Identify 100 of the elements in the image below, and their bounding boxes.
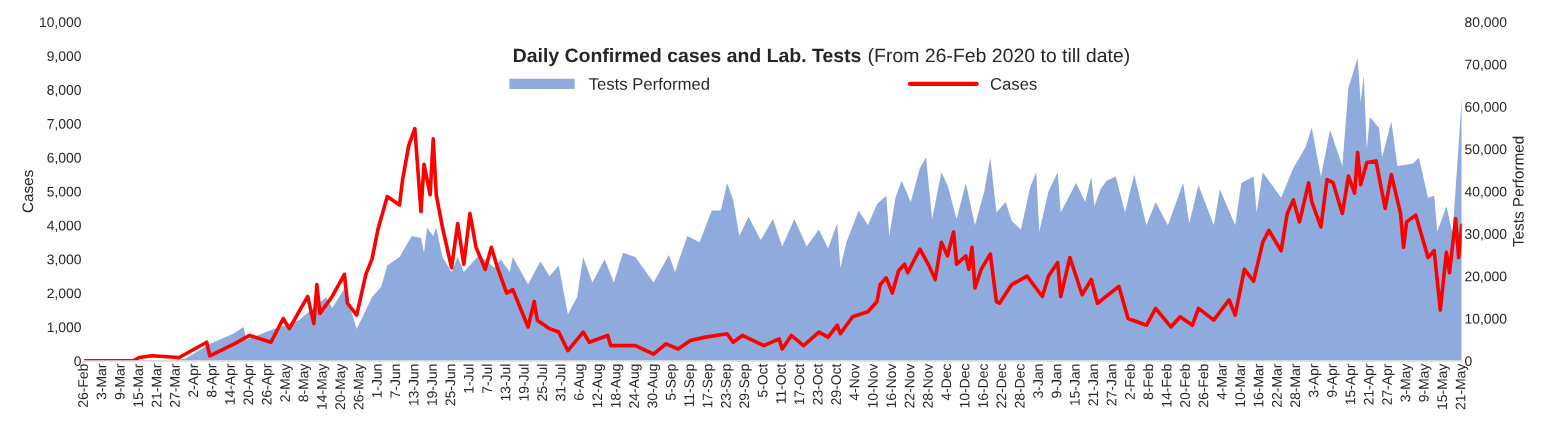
x-tick-label: 30-Aug — [647, 364, 661, 408]
x-tick-label: 27-Jan — [1106, 364, 1117, 406]
x-tick-label: 28-Dec — [1014, 364, 1025, 408]
x-tick-label: 1-Jun — [372, 364, 382, 398]
x-tick-label: 25-Jun — [445, 364, 456, 406]
x-tick-label: 11-Sep — [684, 364, 697, 407]
x-tick-label: 7-Jun — [390, 364, 401, 398]
x-tick-label: 9-Apr — [1327, 363, 1340, 397]
x-tick-label: 14-May — [317, 363, 330, 409]
x-tick-label: 21-Mar — [151, 363, 162, 407]
x-tick-label: 24-Aug — [629, 364, 642, 408]
y-tick-label: 2,000 — [47, 288, 81, 300]
x-tick-label: 21-Jan — [1088, 364, 1099, 406]
x-tick-label: 26-Apr — [261, 363, 275, 405]
x-tick-label: 26-May — [353, 363, 367, 410]
x-tick-label: 27-Mar — [169, 363, 180, 407]
x-tick-label: 29-Oct — [831, 363, 841, 405]
x-tick-label: 10-Nov — [867, 363, 878, 408]
legend-label: Cases — [990, 78, 1037, 90]
x-tick-label: 3-May — [1400, 363, 1414, 402]
y2-axis-title: Tests Performed — [1512, 136, 1524, 247]
x-tick-label: 1-Jul — [463, 364, 474, 393]
x-tick-label: 15-Jan — [1070, 364, 1080, 406]
x-tick-label: 23-Sep — [720, 364, 734, 408]
text: (From 26-Feb 2020 to till date) — [868, 48, 1129, 67]
y2-tick-label: 80,000 — [1465, 17, 1507, 29]
x-tick-label: 17-Oct — [794, 363, 805, 405]
x-tick-label: 29-Sep — [739, 364, 752, 408]
x-tick-label: 18-Aug — [610, 364, 624, 408]
x-tick-label: 3-Mar — [96, 363, 107, 400]
x-tick-label: 19-Jun — [427, 364, 437, 406]
x-tick-label: 21-Apr — [1363, 363, 1377, 405]
y-tick-label: 9,000 — [47, 51, 81, 63]
y-tick-label: 0 — [74, 356, 81, 367]
text: Daily Confirmed cases and Lab. Tests — [513, 48, 861, 67]
y2-tick-label: 10,000 — [1465, 313, 1507, 326]
x-tick-label: 8-Apr — [206, 363, 220, 397]
x-tick-label: 6-Aug — [574, 364, 587, 400]
x-tick-label: 4-Dec — [941, 364, 952, 401]
x-tick-label: 26-Feb — [77, 364, 88, 407]
x-tick-label: 8-Feb — [1143, 364, 1154, 400]
x-tick-label: 22-Dec — [996, 364, 1007, 408]
x-tick-label: 20-Feb — [1179, 364, 1190, 407]
x-tick-label: 12-Aug — [592, 364, 605, 408]
x-tick-label: 22-Nov — [904, 363, 915, 408]
x-tick-label: 20-May — [335, 363, 348, 410]
x-tick-label: 28-Nov — [922, 363, 933, 408]
x-tick-label: 2-May — [280, 363, 293, 402]
x-tick-label: 14-Apr — [225, 363, 238, 405]
x-tick-label: 5-Oct — [757, 363, 768, 398]
x-tick-label: 4-Mar — [1216, 363, 1227, 400]
x-tick-label: 7-Jul — [481, 364, 493, 394]
x-tick-label: 10-Dec — [959, 364, 970, 408]
x-tick-label: 16-Nov — [886, 363, 897, 408]
x-tick-label: 22-Mar — [1271, 363, 1282, 407]
x-tick-label: 9-May — [1418, 363, 1432, 402]
legend-label: Tests Performed — [589, 77, 709, 90]
x-tick-label: 14-Feb — [1161, 364, 1172, 407]
y2-tick-label: 30,000 — [1465, 229, 1507, 241]
line-series — [84, 126, 1462, 361]
x-tick-label: 17-Sep — [702, 364, 716, 408]
x-tick-label: 31-Jul — [555, 364, 566, 401]
y-tick-label: 10,000 — [40, 17, 81, 29]
y2-tick-label: 40,000 — [1464, 186, 1507, 199]
x-tick-label: 16-Mar — [1253, 363, 1264, 407]
y-tick-label: 5,000 — [47, 186, 81, 199]
x-tick-label: 28-Mar — [1290, 363, 1301, 407]
y-axis-title: Cases — [22, 170, 34, 213]
y-tick-label: 4,000 — [47, 220, 81, 233]
x-tick-label: 16-Dec — [978, 364, 988, 408]
x-tick-label: 23-Oct — [812, 363, 823, 405]
x-tick-label: 25-Jul — [536, 364, 548, 401]
x-tick-label: 9-Jan — [1051, 364, 1062, 398]
x-tick-label: 10-Mar — [1235, 363, 1246, 407]
y2-tick-label: 60,000 — [1465, 102, 1507, 114]
x-tick-label: 3-Jan — [1033, 364, 1044, 398]
y-tick-label: 7,000 — [47, 118, 81, 131]
x-tick-label: 15-Apr — [1345, 363, 1358, 405]
x-tick-label: 27-Apr — [1382, 363, 1395, 405]
x-tick-label: 26-Feb — [1198, 364, 1209, 407]
x-tick-label: 15-Mar — [133, 363, 144, 407]
x-tick-label: 2-Apr — [188, 363, 201, 397]
x-tick-label: 15-May — [1437, 363, 1450, 409]
x-tick-label: 11-Oct — [776, 363, 786, 404]
x-tick-label: 2-Feb — [1124, 364, 1135, 400]
y-tick-label: 1,000 — [47, 322, 81, 334]
x-tick-label: 9-Mar — [114, 363, 125, 400]
y-tick-label: 3,000 — [47, 254, 81, 266]
y2-tick-label: 20,000 — [1465, 271, 1507, 283]
y2-tick-label: 50,000 — [1465, 144, 1507, 156]
x-tick-label: 13-Jul — [500, 364, 511, 401]
x-tick-label: 4-Nov — [849, 363, 860, 401]
x-tick-label: 20-Apr — [243, 363, 257, 405]
y-tick-label: 6,000 — [47, 152, 81, 165]
x-tick-label: 19-Jul — [518, 364, 529, 401]
x-tick-label: 5-Sep — [665, 364, 679, 401]
x-tick-label: 13-Jun — [408, 364, 419, 406]
x-tick-label: 3-Apr — [1308, 363, 1322, 398]
y-tick-label: 8,000 — [47, 85, 81, 97]
x-tick-label: 8-May — [298, 363, 312, 402]
